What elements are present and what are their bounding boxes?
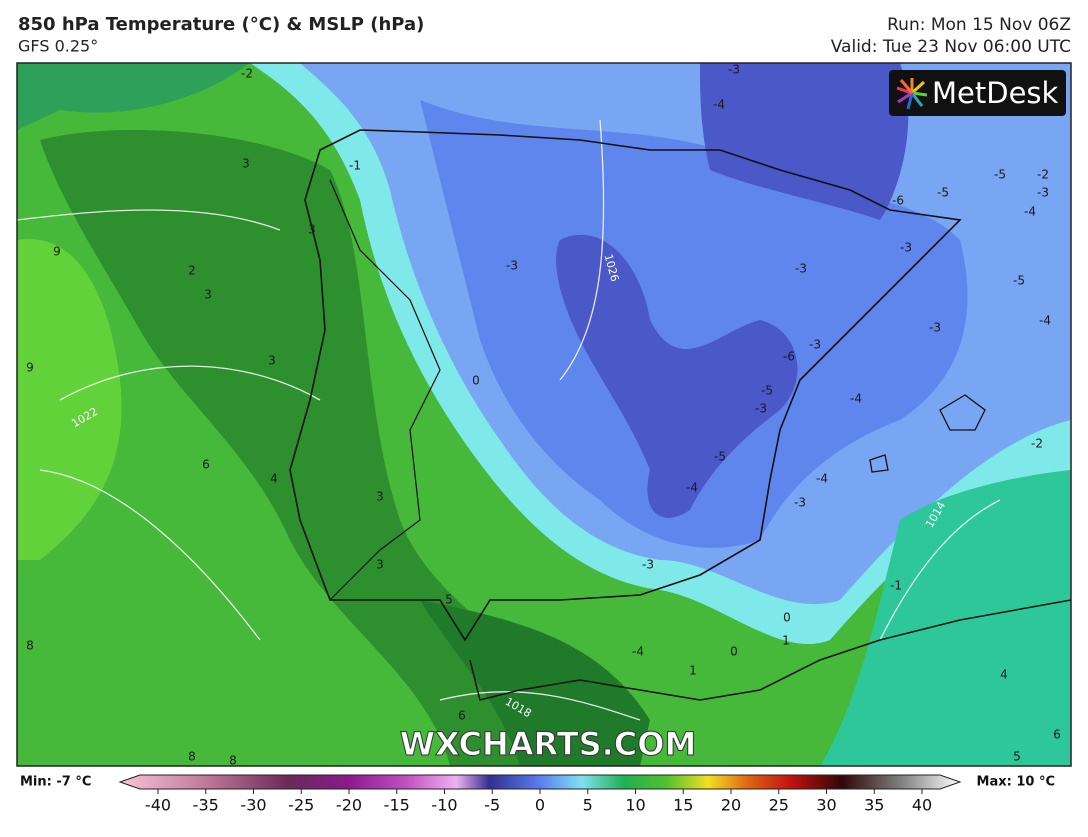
colorbar-tick-label: -35 [193, 796, 219, 815]
temperature-label: -2 [241, 67, 253, 81]
temperature-label: 3 [204, 288, 212, 302]
temperature-label: -3 [809, 338, 821, 352]
temperature-label: 1 [689, 664, 697, 678]
temperature-label: 0 [472, 374, 480, 388]
colorbar-tick-label: -25 [288, 796, 314, 815]
coastline [289, 129, 962, 642]
watermark: WXCHARTS.COM [400, 725, 697, 763]
temperature-label: 3 [376, 490, 384, 504]
temperature-label: -4 [632, 645, 644, 659]
title: 850 hPa Temperature (°C) & MSLP (hPa) [18, 14, 424, 35]
logo-icon [896, 78, 928, 110]
colorbar-tick-label: -20 [336, 796, 362, 815]
temperature-label: -1 [890, 579, 902, 593]
colorbar-tick-label: 15 [673, 796, 693, 815]
field [820, 470, 1071, 766]
island [869, 394, 986, 473]
temperature-label: 6 [458, 709, 466, 723]
max-label: Max: 10 °C [977, 775, 1055, 790]
colorbar-tick-label: -40 [145, 796, 171, 815]
temperature-label: -3 [929, 321, 941, 335]
temperature-label: 3 [308, 223, 316, 237]
temperature-label: 8 [26, 639, 34, 653]
temperature-label: 3 [268, 354, 276, 368]
colorbar-tick-label: -15 [384, 796, 410, 815]
temperature-label: -6 [783, 350, 795, 364]
min-label: Min: -7 °C [20, 775, 91, 790]
colorbar-tick-label: 40 [912, 796, 932, 815]
temperature-label: -5 [714, 450, 726, 464]
temperature-label: 6 [1053, 728, 1061, 742]
temperature-label: 3 [242, 157, 250, 171]
temperature-label: -4 [713, 98, 725, 112]
temperature-label: -3 [642, 558, 654, 572]
colorbar-tick-label: 25 [769, 796, 789, 815]
temperature-label: -5 [761, 384, 773, 398]
logo: MetDesk [889, 70, 1066, 116]
temperature-label: -4 [1039, 314, 1051, 328]
temperature-label: 9 [26, 361, 34, 375]
temperature-label: -2 [1031, 437, 1043, 451]
temperature-label: -3 [795, 262, 807, 276]
temperature-label: -4 [816, 472, 828, 486]
field [556, 234, 798, 518]
temperature-label: 8 [229, 754, 237, 768]
temperature-label: -2 [1037, 168, 1049, 182]
valid-time: Valid: Tue 23 Nov 06:00 UTC [831, 37, 1071, 57]
temperature-label: -5 [1013, 274, 1025, 288]
temperature-label: -5 [937, 186, 949, 200]
temperature-label: 4 [1000, 668, 1008, 682]
field [420, 100, 968, 548]
temperature-label: -4 [1024, 205, 1036, 219]
temperature-label: -5 [994, 168, 1006, 182]
logo-text: MetDesk [932, 76, 1059, 110]
colorbar-tick-label: 0 [535, 796, 545, 815]
temperature-label: -4 [686, 481, 698, 495]
colorbar-tick-label: 20 [721, 796, 741, 815]
logo-bg [889, 70, 1066, 116]
isobar [17, 119, 1001, 721]
temperature-label: -3 [728, 63, 740, 77]
temperature-label: 9 [53, 245, 61, 259]
coastline [469, 599, 1071, 701]
colorbar-tick-label: 30 [816, 796, 836, 815]
run-time: Run: Mon 15 Nov 06Z [887, 15, 1071, 35]
temperature-label: -6 [892, 194, 904, 208]
field [17, 63, 250, 130]
subtitle: GFS 0.25° [18, 37, 98, 56]
colorbar-tick-label: 5 [583, 796, 593, 815]
colorbar-tick-label: -30 [240, 796, 266, 815]
colorbar-tick-label: 35 [864, 796, 884, 815]
field [700, 63, 909, 220]
temperature-label: -4 [850, 392, 862, 406]
temperature-label: -3 [755, 402, 767, 416]
border [329, 179, 441, 601]
field [420, 600, 650, 766]
temperature-label: -3 [900, 241, 912, 255]
temperature-label: 2 [188, 264, 196, 278]
temperature-label: 1 [782, 634, 790, 648]
temperature-label: -3 [794, 496, 806, 510]
colorbar [118, 774, 962, 790]
temperature-label: 3 [376, 558, 384, 572]
temperature-label: 4 [270, 472, 278, 486]
temperature-label: 0 [783, 611, 791, 625]
temperature-label: -3 [506, 259, 518, 273]
temperature-label: 0 [730, 645, 738, 659]
temperature-label: 5 [1013, 750, 1021, 764]
temperature-label: 8 [188, 750, 196, 764]
colorbar-tick-label: -10 [431, 796, 457, 815]
temperature-label: 5 [445, 593, 453, 607]
temperature-label: -3 [1037, 186, 1049, 200]
field [17, 239, 122, 560]
temperature-label: -1 [349, 159, 361, 173]
temperature-label: 6 [202, 458, 210, 472]
map-frame [16, 62, 1072, 767]
colorbar-tick-label: 10 [625, 796, 645, 815]
colorbar-tick-label: -5 [484, 796, 500, 815]
